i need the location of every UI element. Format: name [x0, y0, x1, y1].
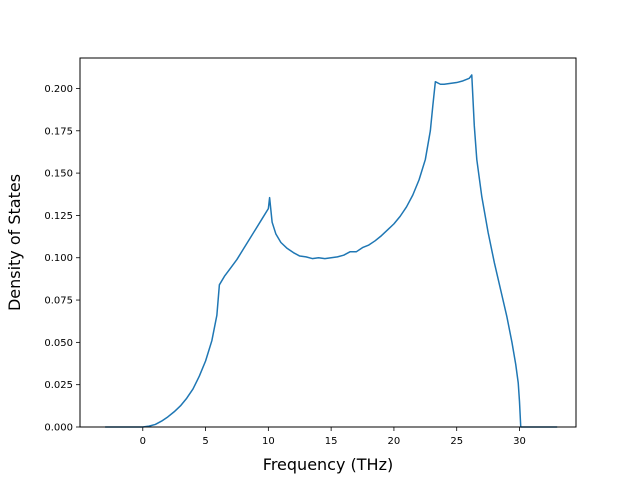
x-tick-label: 15 [325, 436, 338, 447]
y-tick-label: 0.025 [44, 380, 73, 391]
x-axis-ticks: 0 5 10 15 20 25 30 [140, 427, 526, 447]
x-tick-label: 5 [202, 436, 208, 447]
x-tick-label: 25 [450, 436, 463, 447]
y-tick-label: 0.075 [44, 296, 73, 307]
series-line [105, 74, 558, 428]
y-tick-label: 0.200 [44, 84, 73, 95]
y-axis-ticks: 0.000 0.025 0.050 0.075 0.100 0.125 0.150 0.175… [44, 84, 80, 434]
x-tick-label: 30 [513, 436, 526, 447]
y-axis-label: Density of States [5, 174, 24, 311]
y-tick-label: 0.125 [44, 211, 73, 222]
y-tick-label: 0.100 [44, 253, 73, 264]
y-tick-label: 0.150 [44, 169, 73, 180]
x-tick-label: 0 [140, 436, 146, 447]
x-axis-label: Frequency (THz) [263, 455, 393, 474]
y-tick-label: 0.175 [44, 126, 73, 137]
plot-frame [79, 57, 577, 428]
x-tick-label: 20 [388, 436, 401, 447]
x-tick-label: 10 [262, 436, 275, 447]
y-tick-label: 0.000 [44, 423, 73, 434]
y-tick-label: 0.050 [44, 338, 73, 349]
